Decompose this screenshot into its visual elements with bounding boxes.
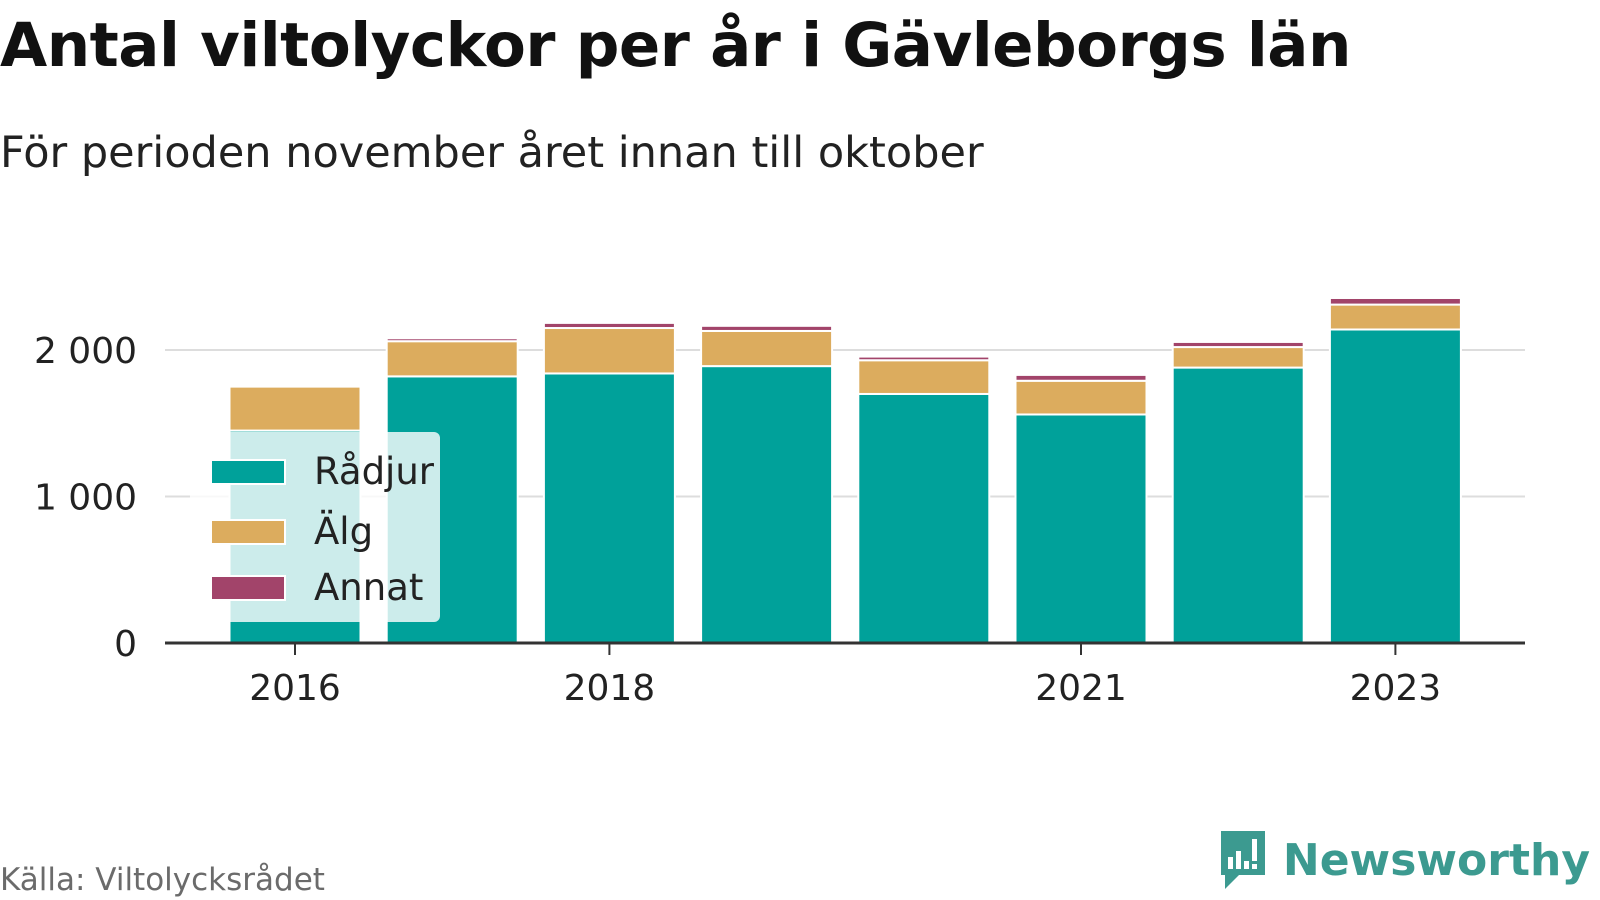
x-tick-label: 2023: [1350, 668, 1442, 709]
chart-title: Antal viltolyckor per år i Gävleborgs lä…: [0, 10, 1351, 81]
bar-segment-annat: [542, 321, 676, 330]
bar-segment-rådjur: [857, 392, 991, 645]
chart-subtitle: För perioden november året innan till ok…: [0, 128, 984, 178]
bar-segment-rådjur: [1171, 366, 1305, 644]
legend-label-alg: Älg: [314, 510, 374, 553]
legend-swatch-radjur: [210, 458, 286, 485]
bar-segment-rådjur: [542, 372, 676, 644]
legend-item-radjur: Rådjur: [210, 450, 434, 493]
y-tick-label: 2 000: [34, 331, 137, 372]
brand-logo: Newsworthy: [1217, 828, 1590, 892]
bar-segment-älg: [228, 385, 362, 432]
source-note: Källa: Viltolycksrådet: [0, 862, 325, 898]
legend-item-annat: Annat: [210, 566, 423, 609]
bar-segment-älg: [700, 329, 834, 368]
bar-segment-rådjur: [1328, 328, 1462, 644]
legend: Rådjur Älg Annat: [190, 432, 440, 622]
bar-segment-älg: [1328, 303, 1462, 331]
brand-name: Newsworthy: [1282, 834, 1590, 886]
legend-label-radjur: Rådjur: [314, 450, 434, 493]
x-tick-label: 2021: [1035, 668, 1127, 709]
legend-swatch-annat: [210, 574, 286, 601]
bar-segment-rådjur: [700, 365, 834, 644]
bar-segment-älg: [1171, 346, 1305, 369]
bar-segment-älg: [1014, 379, 1148, 416]
bar-segment-älg: [857, 359, 991, 395]
y-tick-label: 1 000: [34, 478, 137, 519]
bar-segment-annat: [1014, 373, 1148, 382]
bar-segment-annat: [1171, 340, 1305, 349]
bar-segment-annat: [1328, 296, 1462, 306]
stacked-bar-chart: 0 1 000 2 000 2016 2018 2021 2023: [34, 296, 1525, 709]
x-tick-label: 2016: [249, 668, 341, 709]
bar-segment-rådjur: [1014, 413, 1148, 644]
bar-segment-annat: [857, 355, 991, 362]
axes: 0 1 000 2 000 2016 2018 2021 2023: [34, 331, 1525, 709]
bar-segment-älg: [385, 340, 519, 378]
newsworthy-logo-icon: [1220, 831, 1265, 889]
bar-segment-annat: [385, 337, 519, 343]
bar-segment-älg: [542, 327, 676, 375]
legend-swatch-alg: [210, 518, 286, 545]
legend-label-annat: Annat: [314, 566, 424, 609]
bar-segment-annat: [700, 324, 834, 332]
legend-item-alg: Älg: [210, 510, 373, 553]
y-tick-label: 0: [114, 624, 137, 665]
x-tick-label: 2018: [564, 668, 656, 709]
